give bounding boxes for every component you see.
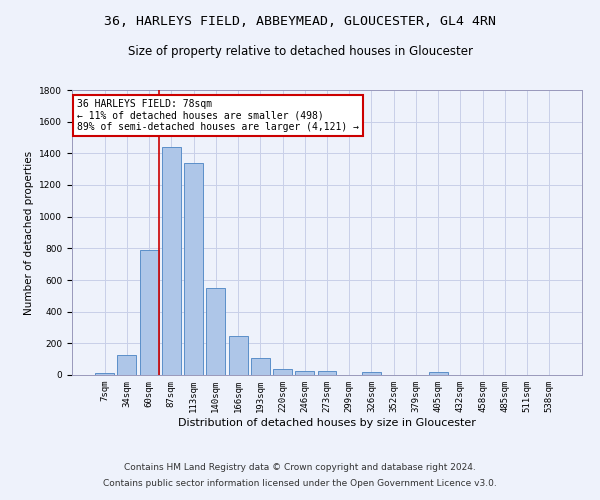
Bar	[184, 163, 203, 375]
Text: Contains HM Land Registry data © Crown copyright and database right 2024.: Contains HM Land Registry data © Crown c…	[124, 464, 476, 472]
Bar	[206, 288, 225, 375]
Y-axis label: Number of detached properties: Number of detached properties	[24, 150, 34, 314]
Bar	[429, 372, 448, 375]
Text: Size of property relative to detached houses in Gloucester: Size of property relative to detached ho…	[128, 45, 473, 58]
Bar	[273, 370, 292, 375]
X-axis label: Distribution of detached houses by size in Gloucester: Distribution of detached houses by size …	[178, 418, 476, 428]
Text: 36 HARLEYS FIELD: 78sqm
← 11% of detached houses are smaller (498)
89% of semi-d: 36 HARLEYS FIELD: 78sqm ← 11% of detache…	[77, 98, 359, 132]
Bar	[95, 372, 114, 375]
Bar	[162, 147, 181, 375]
Bar	[118, 355, 136, 375]
Bar	[251, 358, 270, 375]
Bar	[140, 250, 158, 375]
Text: Contains public sector information licensed under the Open Government Licence v3: Contains public sector information licen…	[103, 478, 497, 488]
Bar	[317, 370, 337, 375]
Text: 36, HARLEYS FIELD, ABBEYMEAD, GLOUCESTER, GL4 4RN: 36, HARLEYS FIELD, ABBEYMEAD, GLOUCESTER…	[104, 15, 496, 28]
Bar	[229, 336, 248, 375]
Bar	[295, 370, 314, 375]
Bar	[362, 372, 381, 375]
